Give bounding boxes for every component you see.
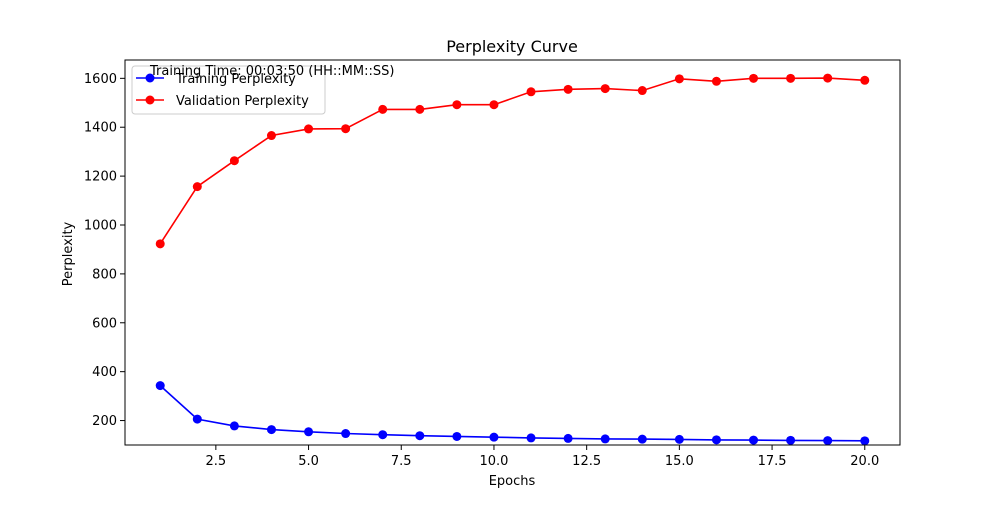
training-perplexity-point xyxy=(341,429,351,439)
legend: Training Perplexity Validation Perplexity xyxy=(131,65,326,115)
validation-perplexity-point xyxy=(823,73,833,83)
validation-perplexity-point xyxy=(637,86,647,96)
y-tick-label: 600 xyxy=(92,316,117,331)
training-perplexity-point xyxy=(378,430,388,440)
x-tick-label: 17.5 xyxy=(758,454,787,469)
plot-area: 2.5 5.0 7.5 10.0 12.5 15.0 17.5 20.0 200 400 600 80… xyxy=(84,59,901,469)
training-perplexity-point xyxy=(304,427,314,437)
x-tick-label: 2.5 xyxy=(206,454,227,469)
validation-perplexity-point xyxy=(192,182,202,192)
training-perplexity-point xyxy=(563,433,573,443)
validation-perplexity-point xyxy=(155,239,165,249)
validation-perplexity-point xyxy=(526,87,536,97)
validation-perplexity-point xyxy=(860,75,870,85)
y-tick-label: 400 xyxy=(92,365,117,380)
training-perplexity-point xyxy=(600,434,610,444)
x-tick-label: 7.5 xyxy=(391,454,412,469)
validation-perplexity-point xyxy=(452,100,462,110)
training-perplexity-point xyxy=(823,436,833,446)
y-tick-label: 1200 xyxy=(84,170,117,185)
training-perplexity-legend-label: Training Perplexity xyxy=(175,72,296,87)
training-perplexity-point xyxy=(786,435,796,445)
validation-perplexity-point xyxy=(563,84,573,94)
validation-perplexity-point xyxy=(229,156,239,166)
plot-frame xyxy=(124,59,901,446)
y-tick-label: 1400 xyxy=(84,121,117,136)
x-tick-label: 15.0 xyxy=(665,454,694,469)
legend-box xyxy=(131,65,326,115)
training-time-annotation: Training Time: 00:03:50 (HH::MM::SS) xyxy=(149,64,394,79)
training-perplexity-point xyxy=(452,431,462,441)
training-perplexity-point xyxy=(489,432,499,442)
training-perplexity-point xyxy=(415,431,425,441)
validation-perplexity-point xyxy=(378,104,388,114)
training-perplexity-point xyxy=(526,433,536,443)
y-tick-label: 1600 xyxy=(84,72,117,87)
training-perplexity-point xyxy=(266,425,276,435)
x-tick-label: 5.0 xyxy=(298,454,319,469)
validation-perplexity-point xyxy=(711,76,721,86)
validation-perplexity-point xyxy=(341,124,351,134)
validation-perplexity-line xyxy=(159,77,865,245)
training-perplexity-point xyxy=(860,436,870,446)
training-perplexity-point xyxy=(674,434,684,444)
validation-perplexity-point xyxy=(266,131,276,141)
validation-perplexity-point xyxy=(489,100,499,110)
training-perplexity-line xyxy=(159,385,865,442)
x-tick-label: 20.0 xyxy=(850,454,879,469)
training-perplexity-point xyxy=(711,435,721,445)
validation-perplexity-legend-label: Validation Perplexity xyxy=(176,94,309,109)
validation-perplexity-legend-marker xyxy=(145,95,155,105)
training-perplexity-legend-marker xyxy=(145,73,155,83)
x-tick-label: 12.5 xyxy=(572,454,601,469)
training-perplexity-point xyxy=(155,381,165,391)
training-perplexity-point xyxy=(229,421,239,431)
training-perplexity-point xyxy=(637,434,647,444)
validation-perplexity-point xyxy=(415,104,425,114)
validation-perplexity-point xyxy=(749,73,759,83)
y-tick-label: 800 xyxy=(92,267,117,282)
training-perplexity-point xyxy=(749,435,759,445)
x-axis-label: Epochs xyxy=(489,474,536,489)
x-tick-label: 10.0 xyxy=(479,454,508,469)
validation-perplexity-point xyxy=(674,74,684,84)
y-tick-label: 200 xyxy=(92,414,117,429)
y-axis-label: Perplexity xyxy=(61,221,76,286)
training-perplexity-point xyxy=(192,414,202,424)
validation-perplexity-point xyxy=(786,73,796,83)
validation-perplexity-point xyxy=(600,84,610,94)
validation-perplexity-point xyxy=(304,124,314,134)
chart-title: Perplexity Curve xyxy=(446,37,578,56)
y-tick-label: 1000 xyxy=(84,219,117,234)
